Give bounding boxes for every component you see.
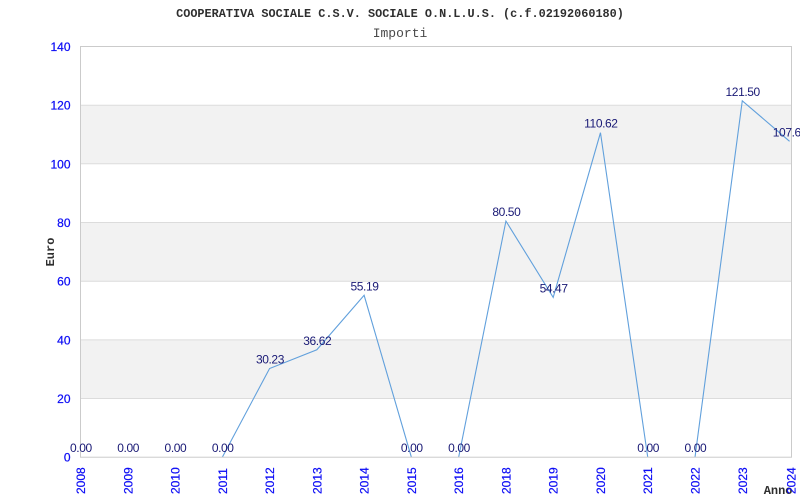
- svg-text:120: 120: [50, 99, 70, 113]
- svg-text:2009: 2009: [121, 467, 135, 494]
- svg-text:0.00: 0.00: [70, 441, 92, 455]
- svg-text:0.00: 0.00: [448, 441, 470, 455]
- svg-text:20: 20: [57, 392, 71, 406]
- svg-text:2019: 2019: [547, 467, 561, 494]
- svg-text:36.62: 36.62: [303, 334, 332, 348]
- svg-text:2016: 2016: [452, 467, 466, 494]
- svg-text:Euro: Euro: [44, 238, 58, 267]
- svg-text:2011: 2011: [216, 468, 230, 494]
- svg-text:COOPERATIVA SOCIALE C.S.V. SOC: COOPERATIVA SOCIALE C.S.V. SOCIALE O.N.L…: [176, 7, 624, 21]
- svg-text:121.50: 121.50: [726, 85, 761, 99]
- svg-text:0.00: 0.00: [212, 441, 234, 455]
- svg-text:2020: 2020: [594, 467, 608, 494]
- svg-text:80: 80: [57, 216, 71, 230]
- svg-text:2021: 2021: [641, 467, 655, 494]
- svg-text:0.00: 0.00: [685, 441, 707, 455]
- svg-text:2024: 2024: [785, 467, 799, 494]
- svg-text:Anno: Anno: [764, 484, 793, 498]
- svg-text:2023: 2023: [736, 467, 750, 494]
- svg-text:2008: 2008: [74, 467, 88, 494]
- svg-text:55.19: 55.19: [351, 279, 380, 293]
- svg-text:80.50: 80.50: [492, 205, 521, 219]
- svg-text:107.69: 107.69: [773, 125, 800, 139]
- svg-text:140: 140: [50, 40, 70, 54]
- svg-text:0: 0: [64, 451, 71, 465]
- svg-text:2014: 2014: [358, 467, 372, 494]
- svg-text:30.23: 30.23: [256, 353, 285, 367]
- svg-text:40: 40: [57, 333, 71, 347]
- svg-text:0.00: 0.00: [401, 441, 423, 455]
- svg-text:100: 100: [50, 157, 70, 171]
- svg-text:2015: 2015: [405, 467, 419, 494]
- svg-text:60: 60: [57, 275, 71, 289]
- svg-text:2022: 2022: [689, 467, 703, 494]
- svg-text:Importi: Importi: [373, 26, 428, 41]
- svg-text:0.00: 0.00: [117, 441, 139, 455]
- svg-text:2010: 2010: [169, 467, 183, 494]
- svg-text:54.47: 54.47: [540, 281, 569, 295]
- svg-text:0.00: 0.00: [637, 441, 659, 455]
- svg-text:2018: 2018: [499, 467, 513, 494]
- svg-text:110.62: 110.62: [584, 117, 618, 131]
- svg-text:2013: 2013: [310, 467, 324, 494]
- svg-text:2012: 2012: [263, 467, 277, 494]
- svg-text:0.00: 0.00: [165, 441, 187, 455]
